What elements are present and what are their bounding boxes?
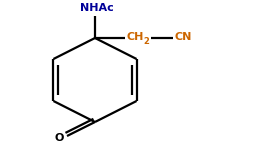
Text: 2: 2 bbox=[142, 36, 148, 45]
Text: O: O bbox=[54, 133, 64, 143]
Text: NHAc: NHAc bbox=[80, 3, 114, 13]
Text: CH: CH bbox=[126, 32, 144, 42]
Text: CN: CN bbox=[174, 32, 192, 42]
